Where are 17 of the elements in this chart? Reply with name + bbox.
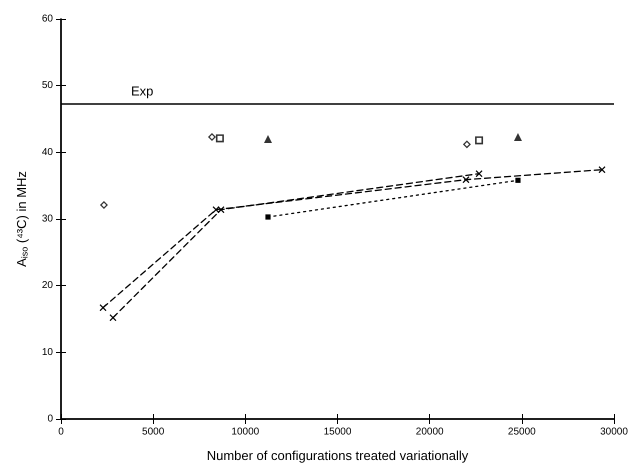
x-tick-label: 25000	[508, 426, 536, 438]
y-tick-label: 0	[47, 414, 54, 424]
x-tick-label: 5000	[142, 426, 165, 438]
x-tick-label: 0	[58, 426, 64, 438]
ref-line-label: Exp	[131, 84, 154, 99]
x-tick-label: 30000	[600, 426, 628, 438]
y-tick-label: 50	[42, 80, 54, 92]
y-tick-label: 40	[42, 146, 54, 158]
x-axis-title: Number of configurations treated variationally	[206, 448, 469, 463]
y-tick-label: 10	[42, 346, 54, 358]
x-tick-label: 10000	[231, 426, 260, 438]
y-tick-label: 30	[42, 214, 54, 224]
x-tick-label: 20000	[416, 426, 444, 438]
y-axis-title: Aiso (⁴³C) in MHz	[14, 171, 30, 267]
x-tick-label: 15000	[324, 426, 352, 438]
y-tick-label: 60	[42, 14, 54, 24]
y-tick-label: 20	[42, 280, 54, 292]
